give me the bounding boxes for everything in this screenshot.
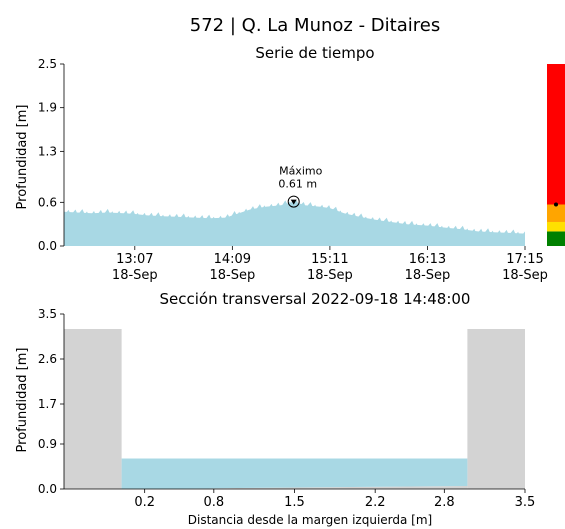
x-tick-label: 1.5 [284,495,305,510]
cross-section-plot [63,314,525,490]
x-tick-time: 16:13 [409,252,446,267]
y-tick-label: 0.0 [38,482,57,496]
chart-subtitle: Serie de tiempo [255,44,374,62]
y-ticks-top: 0.0 0.6 1.3 1.9 2.5 [38,57,64,253]
y-tick-label: 1.7 [38,397,57,411]
max-annotation: Máximo 0.61 m [278,165,323,208]
alert-level-3 [547,64,565,205]
max-annotation-label: Máximo [279,165,323,178]
current-level-dot [554,202,558,207]
x-tick-label: 2.8 [434,495,455,510]
x-tick-label: 2.2 [365,495,386,510]
series-area-detail [64,200,525,246]
y-tick-label: 2.5 [38,57,57,71]
water-area [121,458,468,489]
y-ticks-bottom: 0.0 0.9 1.7 2.6 3.5 [38,307,64,496]
max-marker-arrow [290,199,297,205]
y-axis-label-bottom: Profundidad [m] [15,348,30,453]
y-tick-label: 1.3 [38,144,57,158]
x-tick-time: 15:11 [311,252,348,267]
x-tick-date: 18-Sep [307,268,353,283]
x-tick-time: 14:09 [214,252,251,267]
x-tick-time: 13:07 [116,252,153,267]
x-ticks-top: 13:0718-Sep14:0918-Sep15:1118-Sep16:1318… [112,246,548,283]
x-tick-date: 18-Sep [112,268,158,283]
time-series-plot [63,64,525,246]
alert-level-2 [547,204,565,222]
right-bank [467,329,525,489]
cross-section-title: Sección transversal 2022-09-18 14:48:00 [160,290,471,308]
alert-level-bar [547,64,565,246]
y-tick-label: 0.9 [38,437,57,451]
x-tick-label: 0.2 [134,495,155,510]
y-tick-label: 0.6 [38,195,57,209]
left-bank [64,329,122,489]
x-tick-label: 0.8 [203,495,224,510]
x-tick-time: 17:15 [506,252,543,267]
y-axis-label-top: Profundidad [m] [15,105,30,210]
y-tick-label: 2.6 [38,352,57,366]
x-tick-date: 18-Sep [209,268,255,283]
max-marker-ring [287,195,300,208]
x-tick-date: 18-Sep [502,268,548,283]
alert-level-1 [547,221,565,232]
y-tick-label: 1.9 [38,101,57,115]
alert-level-0 [547,231,565,246]
x-tick-date: 18-Sep [405,268,451,283]
chart-title: 572 | Q. La Munoz - Ditaires [190,15,440,36]
y-tick-label: 3.5 [38,307,57,321]
max-annotation-value: 0.61 m [278,178,317,191]
y-tick-label: 0.0 [38,239,57,253]
x-ticks-bottom: 0.2 0.8 1.5 2.2 2.8 3.5 [134,489,535,510]
x-tick-label: 3.5 [515,495,536,510]
x-axis-label-bottom: Distancia desde la margen izquierda [m] [188,513,432,527]
